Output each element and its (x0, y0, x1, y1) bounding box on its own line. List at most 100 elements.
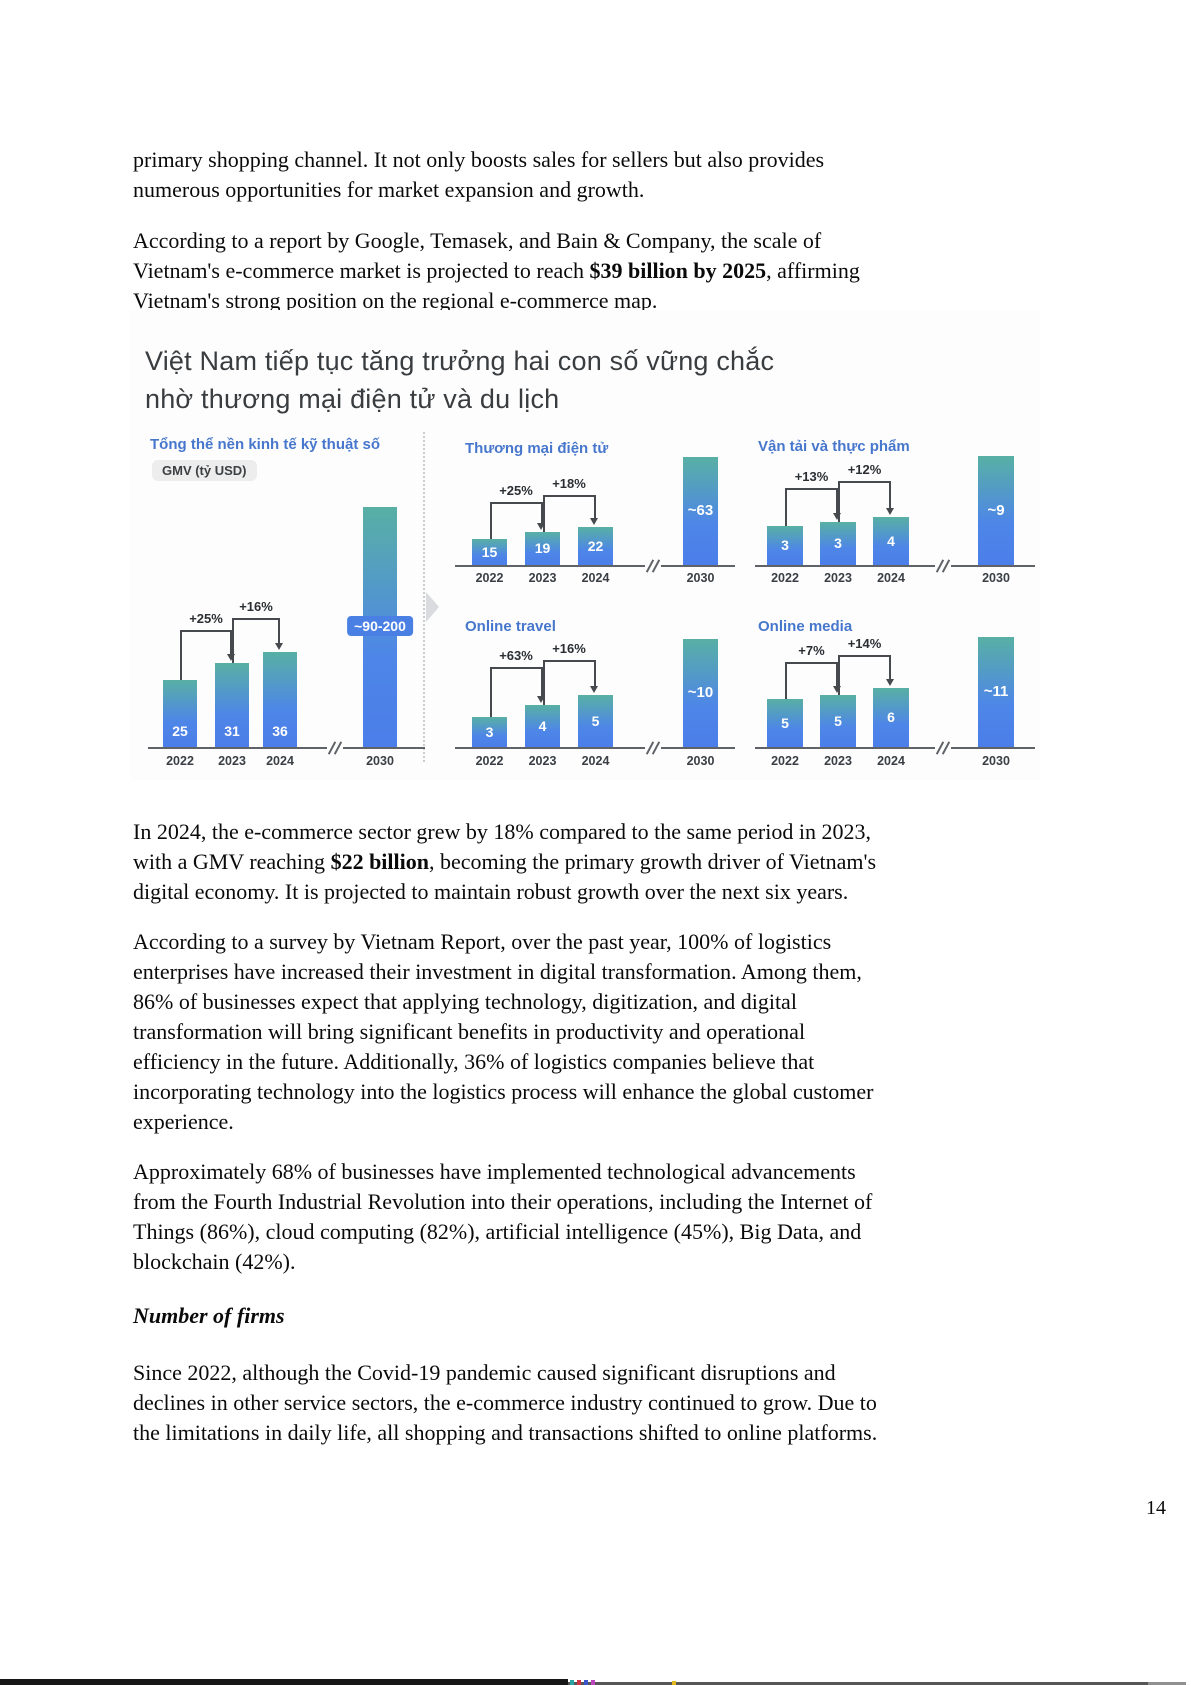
axis-label-2022: 2022 (475, 754, 504, 768)
text-line: transformation will bring significant be… (133, 1019, 806, 1044)
text-line: 86% of businesses expect that applying t… (133, 989, 797, 1014)
text-line: Vietnam's strong position on the regiona… (133, 288, 658, 313)
x-axis-e-commerce (455, 565, 735, 567)
bar-2030 (683, 639, 718, 747)
chart-title-digital-economy-total: Tổng thể nền kinh tế kỹ thuật số (150, 436, 381, 453)
axis-label-2022: 2022 (475, 571, 504, 585)
dotted-separator (423, 432, 425, 762)
bottom-bar-speck (672, 1681, 676, 1685)
axis-label-2023: 2023 (528, 754, 557, 768)
x-axis-digital-economy-total (148, 747, 425, 749)
text-line: According to a survey by Vietnam Report,… (133, 929, 832, 954)
gmv-unit-badge: GMV (tỷ USD) (152, 460, 257, 481)
axis-label-2024: 2024 (877, 754, 905, 768)
axis-label-2030: 2030 (686, 754, 715, 768)
text-line: In 2024, the e-commerce sector grew by 1… (133, 819, 871, 844)
bar-2023 (215, 663, 249, 747)
growth-arrow-line (180, 630, 232, 632)
growth-arrow-line (540, 667, 543, 696)
growth-arrowhead-icon (537, 696, 545, 703)
axis-break-icon (935, 559, 951, 573)
growth-label: +12% (847, 462, 882, 477)
projection-badge: ~90-200 (347, 616, 413, 636)
bottom-bar-dark-segment (0, 1679, 568, 1685)
growth-arrow-line (785, 488, 838, 490)
growth-arrow-line (593, 660, 596, 686)
bottom-bar-speck (591, 1680, 595, 1685)
axis-label-2030: 2030 (982, 571, 1010, 585)
bar-2022 (472, 717, 507, 747)
growth-arrow-line (540, 502, 543, 523)
text-line: with a GMV reaching $22 billion, becomin… (133, 849, 876, 874)
growth-arrow-line (278, 618, 280, 643)
infographic-title-line1: Việt Nam tiếp tục tăng trưởng hai con số… (145, 346, 775, 376)
section-heading: Number of firms (133, 1303, 285, 1328)
bar-2022 (163, 680, 197, 747)
bar-value-label: ~9 (987, 501, 1005, 519)
growth-label: +25% (499, 483, 533, 498)
text-line: enterprises have increased their investm… (133, 959, 862, 984)
growth-arrow-line (230, 630, 232, 654)
growth-arrowhead-icon (832, 513, 841, 520)
bar-2024 (873, 688, 909, 747)
bar-2023 (525, 705, 560, 747)
text-line: the limitations in daily life, all shopp… (133, 1420, 878, 1445)
text-line: Since 2022, although the Covid-19 pandem… (133, 1360, 836, 1385)
growth-arrow-line (180, 630, 182, 680)
bar-2022 (767, 699, 803, 747)
bar-value-label: 22 (587, 538, 604, 554)
text-line: numerous opportunities for market expans… (133, 177, 645, 202)
bar-value-label: 4 (887, 533, 895, 549)
paragraph-since-2022: Since 2022, although the Covid-19 pandem… (133, 1358, 877, 1448)
bar-2023 (820, 695, 856, 747)
growth-arrowhead-icon (226, 654, 235, 661)
growth-label: +25% (189, 611, 223, 626)
infographic: Việt Nam tiếp tục tăng trưởng hai con số… (130, 310, 1040, 780)
growth-arrowhead-icon (590, 518, 598, 525)
bottom-bar-speck (570, 1680, 574, 1685)
x-axis-online-travel (455, 747, 735, 749)
chart-title-online-media: Online media (758, 618, 853, 635)
text-line: Approximately 68% of businesses have imp… (133, 1159, 856, 1184)
bar-value-label: 15 (481, 544, 498, 560)
bar-value-label: 5 (591, 713, 600, 729)
bar-2024 (578, 695, 613, 747)
text-line: experience. (133, 1109, 234, 1134)
bar-value-label: 31 (224, 723, 240, 739)
axis-label-2030: 2030 (686, 571, 715, 585)
growth-arrow-line (785, 488, 787, 526)
bar-2022 (472, 539, 507, 565)
text-line: efficiency in the future. Additionally, … (133, 1049, 815, 1074)
bar-value-label: 3 (781, 537, 789, 553)
chart-title-online-travel: Online travel (465, 618, 556, 635)
growth-label: +16% (239, 599, 273, 614)
bar-2024 (873, 517, 909, 565)
growth-label: +7% (798, 643, 825, 658)
chevron-right-icon (426, 592, 439, 622)
bar-2024 (263, 652, 297, 747)
paragraph-tech-adoption: Approximately 68% of businesses have imp… (133, 1157, 872, 1277)
x-axis-online-media (755, 747, 1035, 749)
text-line: blockchain (42%). (133, 1249, 296, 1274)
paragraph-growth-2024: In 2024, the e-commerce sector grew by 1… (133, 817, 876, 907)
bar-value-label: 3 (485, 724, 494, 740)
growth-arrow-line (838, 481, 840, 522)
growth-arrow-line (838, 655, 840, 695)
bar-value-label: 25 (172, 723, 188, 739)
growth-label: +18% (552, 476, 586, 491)
axis-label-2022: 2022 (771, 754, 799, 768)
bottom-bar-speck (584, 1680, 588, 1685)
infographic-title-line2: nhờ thương mại điện tử và du lịch (145, 384, 560, 414)
text-line: primary shopping channel. It not only bo… (133, 147, 825, 172)
growth-arrow-line (785, 662, 838, 664)
axis-label-2022: 2022 (771, 571, 799, 585)
paragraph-report-projection: According to a report by Google, Temasek… (133, 226, 860, 316)
paragraph-vietnam-report-survey: According to a survey by Vietnam Report,… (133, 927, 873, 1137)
bar-value-label: 19 (534, 540, 551, 556)
axis-label-2023: 2023 (218, 754, 246, 768)
axis-label-2023: 2023 (528, 571, 557, 585)
bar-value-label: 5 (781, 715, 789, 731)
growth-arrow-line (542, 495, 596, 497)
bar-2022 (767, 526, 803, 565)
